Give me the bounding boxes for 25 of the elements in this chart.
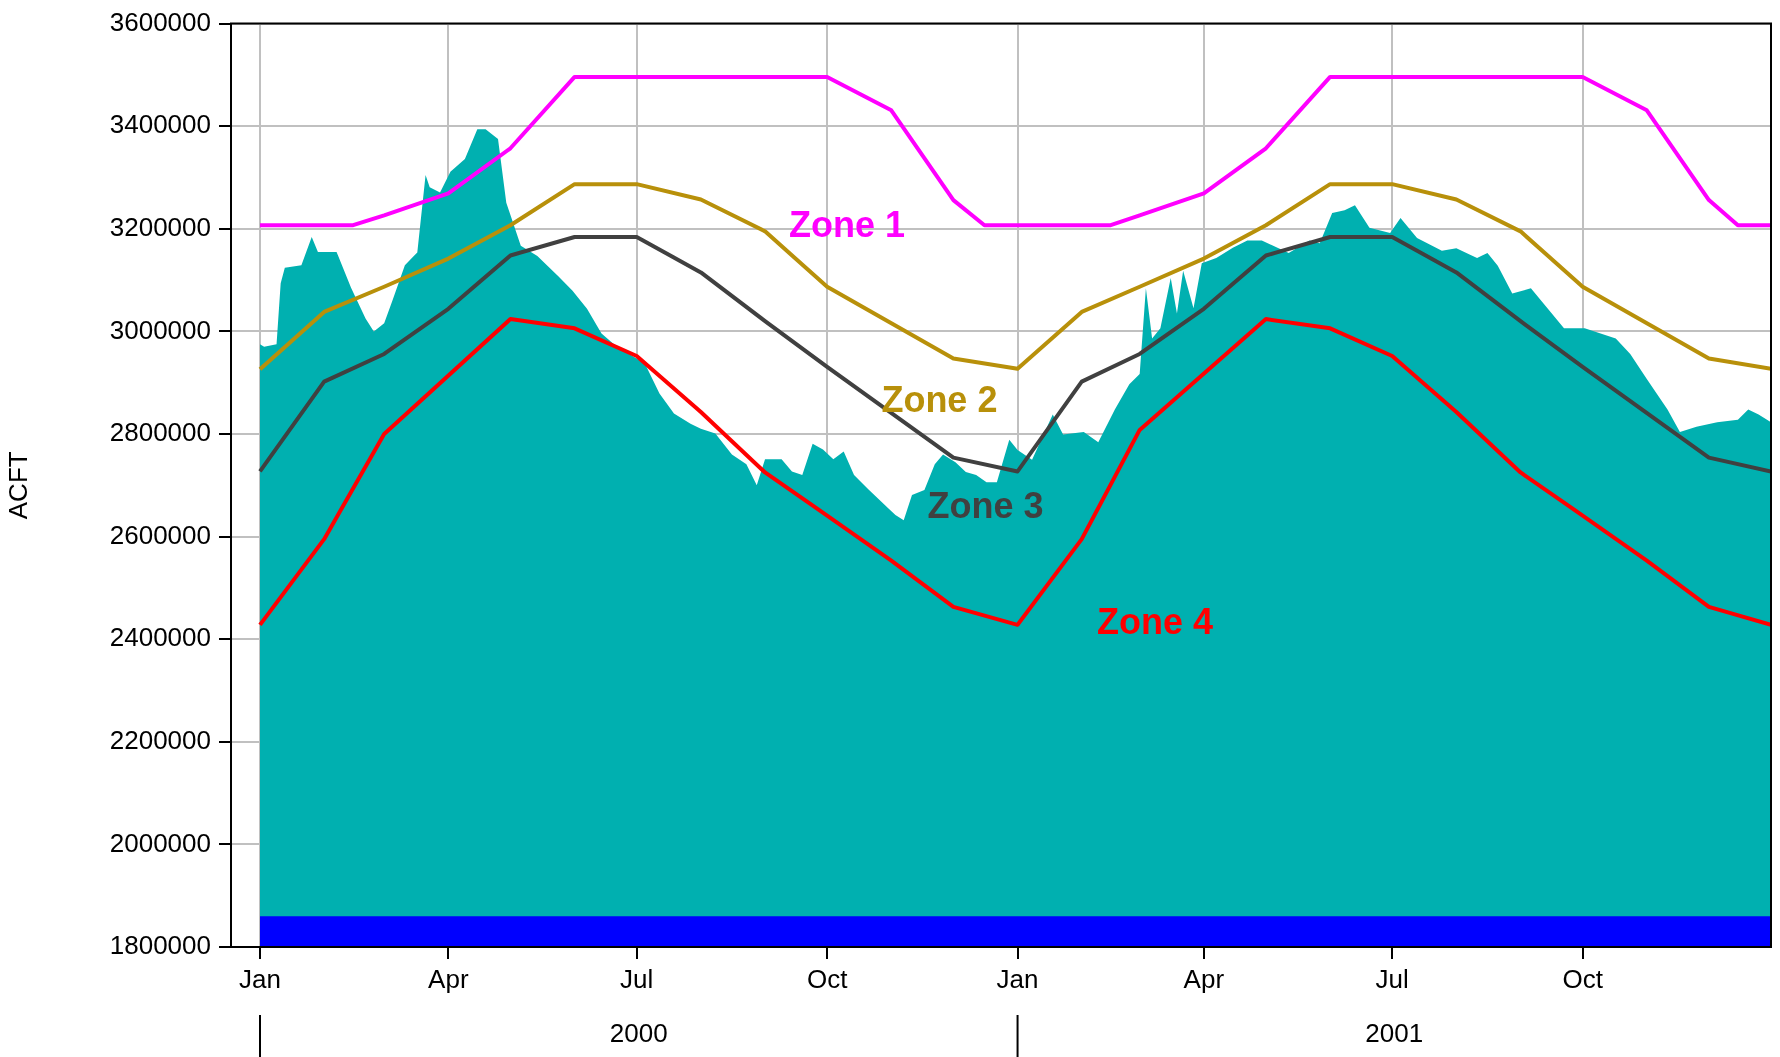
x-tick-label: Oct [1562, 963, 1604, 994]
text: 2000 [609, 1018, 668, 1049]
y-tick-label: 3000000 [109, 314, 211, 345]
y-tick-label: 2800000 [109, 417, 211, 448]
y-axis-title: ACFT [2, 451, 33, 520]
y-tick-label: 2600000 [109, 519, 211, 550]
y-tick-label: 2000000 [109, 827, 211, 858]
y-tick-label: 1800000 [109, 930, 211, 961]
x-tick-label: Jan [996, 963, 1039, 994]
y-tick-label: 3600000 [109, 6, 211, 37]
series-label: Zone 2 [881, 379, 998, 421]
x-tick-label: Apr [428, 963, 469, 994]
x-tick-label: Oct [806, 963, 849, 994]
x-tick-label: Jul [1375, 963, 1409, 994]
y-tick-label: 2400000 [109, 622, 211, 653]
text: 2001 [1365, 1018, 1424, 1049]
series-label: Zone 1 [788, 203, 906, 245]
y-tick-label: 3200000 [109, 211, 211, 242]
series-label: Zone 4 [1096, 600, 1214, 642]
y-tick-label: 3400000 [109, 109, 211, 140]
x-tick-label: Jan [239, 963, 281, 994]
x-tick-label: Apr [1183, 963, 1225, 994]
series-label: Zone 3 [927, 485, 1044, 527]
x-tick-label: Jul [620, 963, 654, 994]
y-tick-label: 2200000 [109, 724, 211, 755]
